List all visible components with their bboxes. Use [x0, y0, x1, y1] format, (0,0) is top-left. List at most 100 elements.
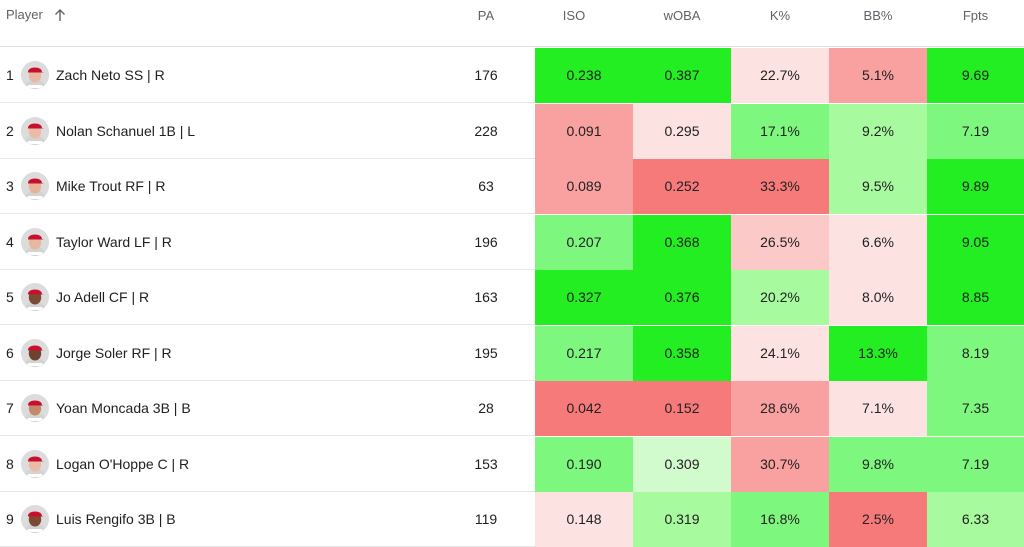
- player-avatar: [21, 338, 49, 367]
- k-pct-cell: 17.1%: [731, 103, 829, 159]
- column-header-bb-pct[interactable]: BB%: [863, 8, 893, 23]
- woba-cell: 0.368: [633, 214, 731, 270]
- pa-cell: 63: [478, 178, 494, 194]
- row-rank: 5: [6, 289, 14, 305]
- player-avatar: [21, 116, 49, 145]
- iso-cell: 0.190: [535, 436, 633, 492]
- pa-cell: 228: [474, 122, 498, 139]
- table-row[interactable]: 2 Nolan Schanuel 1B | L 228 0.091 0.295 17.1%…: [0, 103, 1024, 159]
- k-pct-cell: 33.3%: [731, 159, 829, 214]
- fpts-cell: 9.89: [927, 159, 1024, 214]
- k-pct-cell: 30.7%: [731, 436, 829, 492]
- bb-pct-cell: 8.0%: [829, 270, 927, 325]
- table-row[interactable]: 7 Yoan Moncada 3B | B 28 0.042 0.152 28.6% 7.1…: [0, 381, 1024, 436]
- iso-cell: 0.217: [535, 325, 633, 381]
- woba-cell: 0.358: [633, 325, 731, 381]
- fpts-cell: 9.69: [927, 48, 1024, 103]
- table-row[interactable]: 9 Luis Rengifo 3B | B 119 0.148 0.319 16.8% 2.…: [0, 492, 1024, 547]
- row-rank: 4: [6, 233, 14, 250]
- iso-cell: 0.148: [535, 492, 633, 547]
- row-rank: 2: [6, 122, 14, 139]
- row-rank: 8: [6, 455, 14, 472]
- column-header-k-pct[interactable]: K%: [769, 8, 791, 23]
- woba-cell: 0.295: [633, 103, 731, 159]
- iso-cell: 0.238: [535, 48, 633, 103]
- column-header-player-label: Player: [6, 7, 43, 22]
- iso-cell: 0.091: [535, 103, 633, 159]
- fpts-cell: 7.19: [927, 436, 1024, 492]
- pa-cell: 176: [474, 67, 498, 83]
- player-avatar: [21, 283, 49, 311]
- fpts-cell: 8.19: [927, 325, 1024, 381]
- player-avatar: [21, 505, 49, 533]
- player-name[interactable]: Luis Rengifo 3B | B: [56, 511, 176, 527]
- pa-cell: 163: [474, 289, 498, 305]
- woba-cell: 0.319: [633, 492, 731, 547]
- pa-cell: 153: [474, 455, 498, 472]
- player-name[interactable]: Nolan Schanuel 1B | L: [56, 122, 196, 139]
- player-avatar: [21, 394, 49, 422]
- row-rank: 7: [6, 400, 14, 416]
- iso-cell: 0.042: [535, 381, 633, 436]
- fpts-cell: 7.19: [927, 103, 1024, 159]
- bb-pct-cell: 7.1%: [829, 381, 927, 436]
- woba-cell: 0.252: [633, 159, 731, 214]
- fpts-cell: 7.35: [927, 381, 1024, 436]
- player-name[interactable]: Yoan Moncada 3B | B: [56, 400, 191, 416]
- k-pct-cell: 28.6%: [731, 381, 829, 436]
- pa-cell: 195: [474, 344, 498, 361]
- woba-cell: 0.152: [633, 381, 731, 436]
- k-pct-cell: 22.7%: [731, 48, 829, 103]
- bb-pct-cell: 2.5%: [829, 492, 927, 547]
- player-name[interactable]: Logan O'Hoppe C | R: [56, 455, 190, 472]
- woba-cell: 0.376: [633, 270, 731, 325]
- k-pct-cell: 26.5%: [731, 214, 829, 270]
- iso-cell: 0.327: [535, 270, 633, 325]
- player-name[interactable]: Mike Trout RF | R: [56, 178, 166, 194]
- row-rank: 1: [6, 67, 14, 83]
- woba-cell: 0.387: [633, 48, 731, 103]
- bb-pct-cell: 9.2%: [829, 103, 927, 159]
- pa-cell: 28: [478, 400, 494, 416]
- player-name[interactable]: Jo Adell CF | R: [56, 289, 150, 305]
- column-header-pa[interactable]: PA: [477, 8, 495, 23]
- table-header: Player PA ISO wOBA K% BB% Fpts: [0, 0, 1024, 47]
- iso-cell: 0.089: [535, 159, 633, 214]
- table-row[interactable]: 1 Zach Neto SS | R 176 0.238 0.387 22.7% 5.1% 9…: [0, 48, 1024, 103]
- player-avatar: [21, 61, 49, 89]
- player-name[interactable]: Jorge Soler RF | R: [56, 344, 172, 361]
- player-avatar: [21, 227, 49, 256]
- player-name[interactable]: Zach Neto SS | R: [56, 67, 165, 83]
- fpts-cell: 8.85: [927, 270, 1024, 325]
- column-header-fpts[interactable]: Fpts: [962, 8, 989, 23]
- iso-cell: 0.207: [535, 214, 633, 270]
- row-rank: 6: [6, 344, 14, 361]
- table-row[interactable]: 3 Mike Trout RF | R 63 0.089 0.252 33.3% 9.5% 9…: [0, 159, 1024, 214]
- bb-pct-cell: 9.5%: [829, 159, 927, 214]
- k-pct-cell: 16.8%: [731, 492, 829, 547]
- player-avatar: [21, 172, 49, 200]
- column-header-woba[interactable]: wOBA: [663, 8, 701, 23]
- table-row[interactable]: 4 Taylor Ward LF | R 196 0.207 0.368 26.5% 6.6…: [0, 214, 1024, 270]
- bb-pct-cell: 5.1%: [829, 48, 927, 103]
- bb-pct-cell: 9.8%: [829, 436, 927, 492]
- fpts-cell: 9.05: [927, 214, 1024, 270]
- table-row[interactable]: 8 Logan O'Hoppe C | R 153 0.190 0.309 30.7% 9.…: [0, 436, 1024, 492]
- pa-cell: 196: [474, 233, 498, 250]
- bb-pct-cell: 13.3%: [829, 325, 927, 381]
- woba-cell: 0.309: [633, 436, 731, 492]
- row-rank: 3: [6, 178, 14, 194]
- fpts-cell: 6.33: [927, 492, 1024, 547]
- row-rank: 9: [6, 511, 14, 527]
- column-header-iso[interactable]: ISO: [562, 8, 586, 23]
- player-name[interactable]: Taylor Ward LF | R: [56, 233, 172, 250]
- table-row[interactable]: 5 Jo Adell CF | R 163 0.327 0.376 20.2% 8.0% 8.…: [0, 270, 1024, 325]
- k-pct-cell: 20.2%: [731, 270, 829, 325]
- bb-pct-cell: 6.6%: [829, 214, 927, 270]
- column-header-player[interactable]: Player: [6, 7, 67, 22]
- arrow-up-icon[interactable]: [53, 8, 67, 22]
- table-row[interactable]: 6 Jorge Soler RF | R 195 0.217 0.358 24.1% 13.…: [0, 325, 1024, 381]
- pa-cell: 119: [474, 511, 498, 527]
- k-pct-cell: 24.1%: [731, 325, 829, 381]
